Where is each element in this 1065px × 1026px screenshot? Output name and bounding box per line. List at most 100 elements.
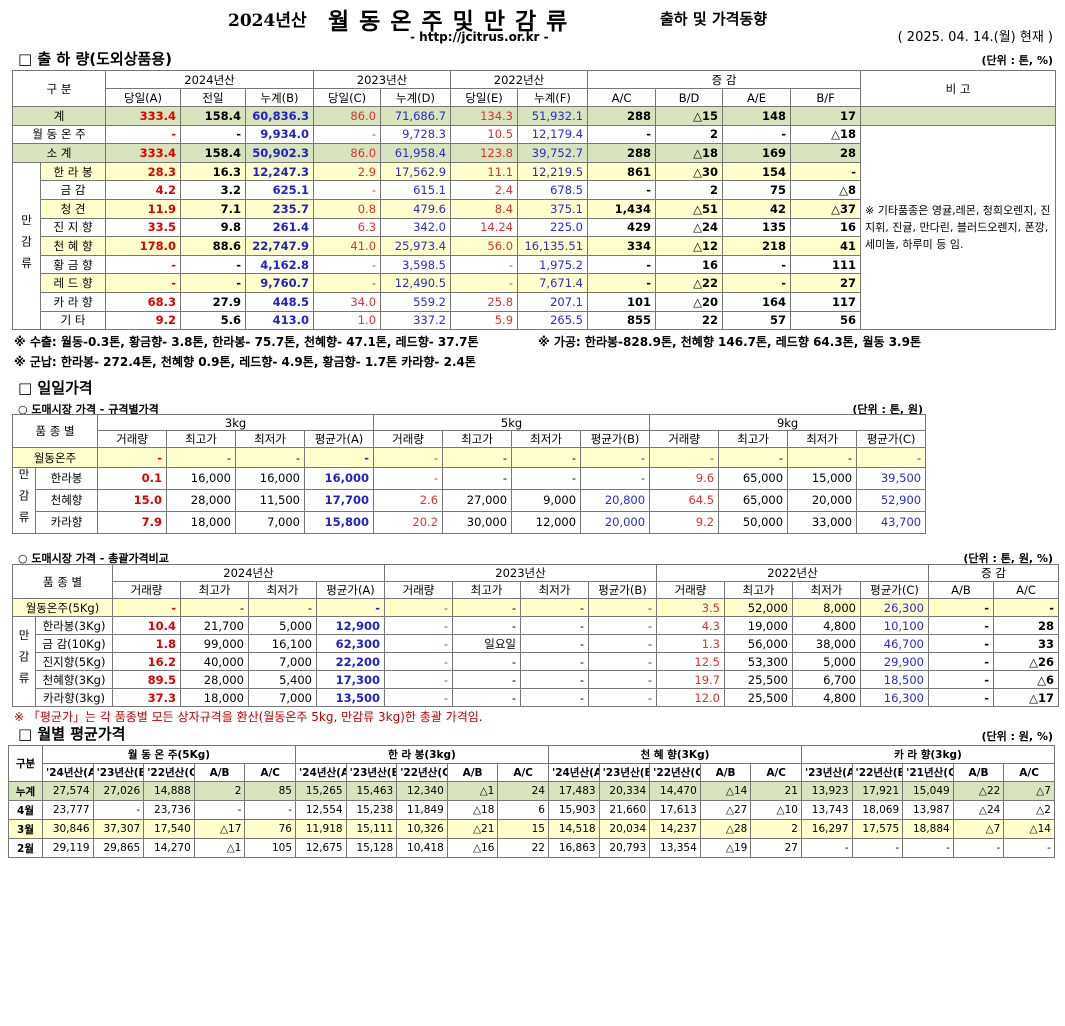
header-cell: 3kg — [96, 414, 375, 431]
cell: 9.6 — [649, 467, 720, 490]
cell: 40,000 — [180, 652, 249, 671]
cell: 2 — [750, 819, 802, 839]
cell: 1,975.2 — [517, 254, 589, 275]
data-row: 카 라 향 68.3 27.9 448.5 34.0 559.2 25.8 207.1 101 △… — [13, 291, 1056, 312]
cell: △7 — [952, 819, 1005, 839]
row-label: 진지향(5Kg) — [35, 652, 113, 671]
cell: 27,000 — [442, 488, 513, 512]
header-cell: A/B — [193, 763, 246, 782]
data-row: 천 혜 향 178.0 88.6 22,747.9 41.0 25,973.4 56.0 16… — [13, 236, 1056, 256]
cell: - — [180, 273, 247, 293]
header-cell: 2022년산 — [450, 70, 589, 89]
cell: 12.5 — [656, 652, 725, 671]
cell: 12,340 — [396, 781, 448, 801]
cell: 2.9 — [313, 161, 382, 182]
header-cell: '22년산(B) — [851, 763, 904, 782]
cell: 27 — [790, 273, 862, 293]
note: ※ 기타품종은 영귤,레몬, 청희오렌지, 진지휘, 진귤, 만다린, 블러드오… — [860, 124, 1057, 331]
cell: 14.24 — [450, 217, 519, 238]
cell: △19 — [699, 838, 752, 858]
cell: 30,000 — [442, 510, 513, 534]
cell: - — [452, 616, 521, 635]
cell: - — [800, 838, 853, 858]
cell: 11.1 — [450, 161, 519, 182]
cell: 33,000 — [787, 510, 858, 534]
cell: - — [588, 598, 657, 617]
cell: △6 — [992, 670, 1060, 689]
cell: - — [520, 652, 589, 671]
data-row: 기 타 9.2 5.6 413.0 1.0 337.2 5.9 265.5 855 22 57 56 — [13, 310, 1056, 331]
cell: 29,900 — [860, 652, 929, 671]
cell: 89.5 — [112, 670, 181, 689]
data-row: 천혜향 15.0 28,000 11,500 17,700 2.6 27,000 9,000 2… — [13, 488, 927, 512]
cell: - — [105, 273, 182, 293]
row-label: 기 타 — [39, 310, 107, 331]
cell: - — [193, 800, 246, 820]
cell: - — [313, 273, 382, 293]
cell: 85 — [244, 781, 296, 801]
cell: 86.0 — [313, 143, 382, 163]
cell: 9,934.0 — [245, 124, 315, 145]
cell: 41.0 — [313, 236, 382, 256]
cell: - — [928, 652, 994, 671]
row-label: 천혜향 — [35, 488, 98, 512]
data-row: 천혜향(3Kg) 89.5 28,000 5,400 17,300- - - -19.7 25,… — [13, 670, 1060, 689]
data-row: 월동온주 - - - - - - - - - - - - — [12, 447, 927, 468]
cell: 2.4 — [450, 180, 519, 200]
header-cell: 거래량 — [656, 581, 725, 599]
row-label: 천 혜 향 — [39, 236, 107, 256]
cell: 18,884 — [902, 819, 954, 839]
cell: 625.1 — [245, 180, 315, 200]
cell: 18,000 — [166, 510, 236, 534]
table: 구분 월 동 온 주(5Kg) 한 라 봉(3kg) 천 혜 향(3Kg) 카 라 향(… — [8, 745, 1055, 858]
table: 품 종 별 2024년산 2023년산 2022년산 증 감 거래량 최고가 최저가 평균가(A… — [12, 564, 1060, 707]
cell: 39,752.7 — [517, 143, 589, 163]
row-label: 레 드 향 — [39, 273, 107, 293]
cell: 17,700 — [303, 488, 375, 512]
cell: 16,000 — [235, 467, 305, 490]
cell: 46,700 — [860, 634, 929, 653]
cell: - — [588, 670, 657, 689]
cell: - — [452, 652, 521, 671]
row-label: 카라향(3kg) — [35, 688, 113, 707]
cell: 14,470 — [649, 781, 701, 801]
cell: 158.4 — [180, 143, 247, 163]
cell: 64.5 — [649, 488, 720, 512]
header-row: 당일(A) 전일 누계(B) 당일(C) 누계(D) 당일(E) 누계(F) A/C B/D A/… — [13, 88, 1056, 107]
cell: 20.2 — [373, 510, 444, 534]
cell: 88.6 — [180, 236, 247, 256]
cell: - — [856, 447, 927, 468]
cell: 17,300 — [316, 670, 385, 689]
footnote: ※ 「평균가」는 각 품종별 모든 상자규격을 환산(월동온주 5kg, 만감류… — [14, 710, 483, 724]
header-cell: 2023년산 — [384, 564, 657, 582]
cell: 9,760.7 — [245, 273, 315, 293]
cell: 15,903 — [547, 800, 600, 820]
header-cell: A/E — [722, 88, 792, 107]
cell: - — [587, 273, 657, 293]
cell: 5,000 — [248, 616, 317, 635]
cell: △20 — [655, 291, 724, 312]
title-year: 2024년산 — [228, 11, 307, 31]
header-cell: 구 분 — [11, 70, 107, 107]
cell: 62,300 — [316, 634, 385, 653]
data-row: 카라향(3kg) 37.3 18,000 7,000 13,500- - - -12.0 25,… — [13, 688, 1060, 707]
table-title: ○ 도매시장 가격 - 총괄가격비교 — [18, 552, 169, 565]
section-title: □ 일일가격 — [18, 379, 93, 397]
header-cell: 비 고 — [860, 70, 1057, 107]
cell: - — [244, 800, 296, 820]
cell: - — [588, 652, 657, 671]
cell: 1.8 — [112, 634, 181, 653]
header-cell: 증 감 — [587, 70, 862, 89]
cell: - — [97, 447, 167, 468]
cell: △24 — [655, 217, 724, 238]
cell: - — [180, 124, 247, 145]
cell: 52,900 — [856, 488, 927, 512]
cell: △1 — [193, 838, 246, 858]
header-cell: 전일 — [180, 88, 247, 107]
data-row: 월 동 온 주 - -9,934.0-9,728.3 10.5 12,179.4-2- △… — [11, 124, 1057, 331]
cell: 16 — [790, 217, 862, 238]
cell: △18 — [790, 124, 862, 145]
cell: △27 — [699, 800, 752, 820]
url: - http://jcitrus.or.kr - — [410, 30, 549, 44]
header-cell: A/C — [497, 763, 549, 782]
